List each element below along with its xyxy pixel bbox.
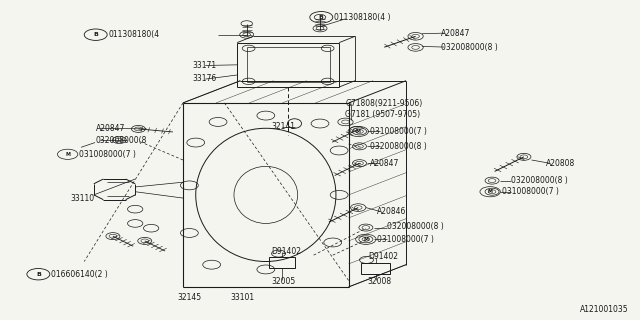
Text: A20847: A20847: [96, 124, 125, 133]
Text: B: B: [93, 32, 98, 37]
Text: 032008000(8 ): 032008000(8 ): [387, 222, 444, 231]
Text: G71808(9211-9506): G71808(9211-9506): [346, 99, 423, 108]
Circle shape: [353, 128, 367, 135]
Text: A20847: A20847: [370, 159, 399, 168]
Circle shape: [314, 14, 326, 20]
Text: 32005: 32005: [271, 277, 295, 286]
Ellipse shape: [287, 119, 301, 128]
Circle shape: [112, 137, 126, 143]
Circle shape: [408, 44, 423, 51]
Text: 011308180(4 ): 011308180(4 ): [334, 13, 390, 22]
Circle shape: [313, 25, 327, 32]
Text: 33171: 33171: [193, 61, 217, 70]
Text: M: M: [364, 237, 369, 242]
Circle shape: [107, 233, 118, 239]
Circle shape: [338, 118, 353, 126]
Circle shape: [131, 125, 145, 132]
Circle shape: [359, 236, 373, 243]
Text: 32145: 32145: [178, 293, 202, 302]
Circle shape: [485, 188, 499, 195]
Text: M: M: [65, 152, 70, 157]
Text: 031008000(7 ): 031008000(7 ): [79, 150, 136, 159]
Circle shape: [353, 160, 367, 167]
Circle shape: [106, 233, 120, 240]
Circle shape: [351, 127, 363, 133]
Circle shape: [517, 153, 531, 160]
Text: D91402: D91402: [368, 252, 398, 261]
Circle shape: [353, 143, 367, 150]
Text: 032008000(8 ): 032008000(8 ): [370, 142, 426, 151]
Circle shape: [351, 204, 366, 212]
Text: 031008000(7 ): 031008000(7 ): [370, 127, 427, 136]
Circle shape: [350, 126, 364, 133]
Text: 032008000(8 ): 032008000(8 ): [441, 43, 498, 52]
Circle shape: [241, 21, 252, 27]
Text: 32141: 32141: [271, 122, 295, 131]
Circle shape: [518, 154, 530, 160]
Circle shape: [359, 224, 373, 231]
Text: A20846: A20846: [378, 207, 407, 216]
Text: 33110: 33110: [70, 194, 94, 203]
Text: 33176: 33176: [193, 74, 217, 83]
Text: D91402: D91402: [271, 247, 301, 257]
Circle shape: [410, 33, 421, 39]
Text: 011308180(4: 011308180(4: [108, 30, 159, 39]
Circle shape: [240, 31, 253, 38]
Text: 33101: 33101: [231, 293, 255, 302]
Text: 031008000(7 ): 031008000(7 ): [378, 235, 434, 244]
Text: 016606140(2 ): 016606140(2 ): [51, 270, 108, 279]
Circle shape: [354, 160, 365, 166]
Text: 032008000(8: 032008000(8: [96, 135, 147, 145]
Text: B: B: [319, 15, 324, 20]
Circle shape: [485, 177, 499, 184]
Circle shape: [138, 237, 152, 244]
Text: A121001035: A121001035: [580, 305, 629, 314]
Text: 32008: 32008: [368, 277, 392, 286]
Text: M: M: [488, 189, 493, 194]
Circle shape: [408, 32, 423, 40]
Circle shape: [139, 238, 150, 244]
Text: A20847: A20847: [441, 28, 470, 38]
Text: M: M: [356, 129, 361, 134]
Text: B: B: [36, 272, 41, 277]
Text: 031008000(7 ): 031008000(7 ): [502, 187, 559, 196]
Circle shape: [353, 205, 364, 211]
Text: 032008000(8 ): 032008000(8 ): [511, 176, 568, 185]
Circle shape: [132, 126, 144, 132]
Text: G7181 (9507-9705): G7181 (9507-9705): [346, 109, 420, 118]
Text: A20808: A20808: [546, 159, 575, 168]
